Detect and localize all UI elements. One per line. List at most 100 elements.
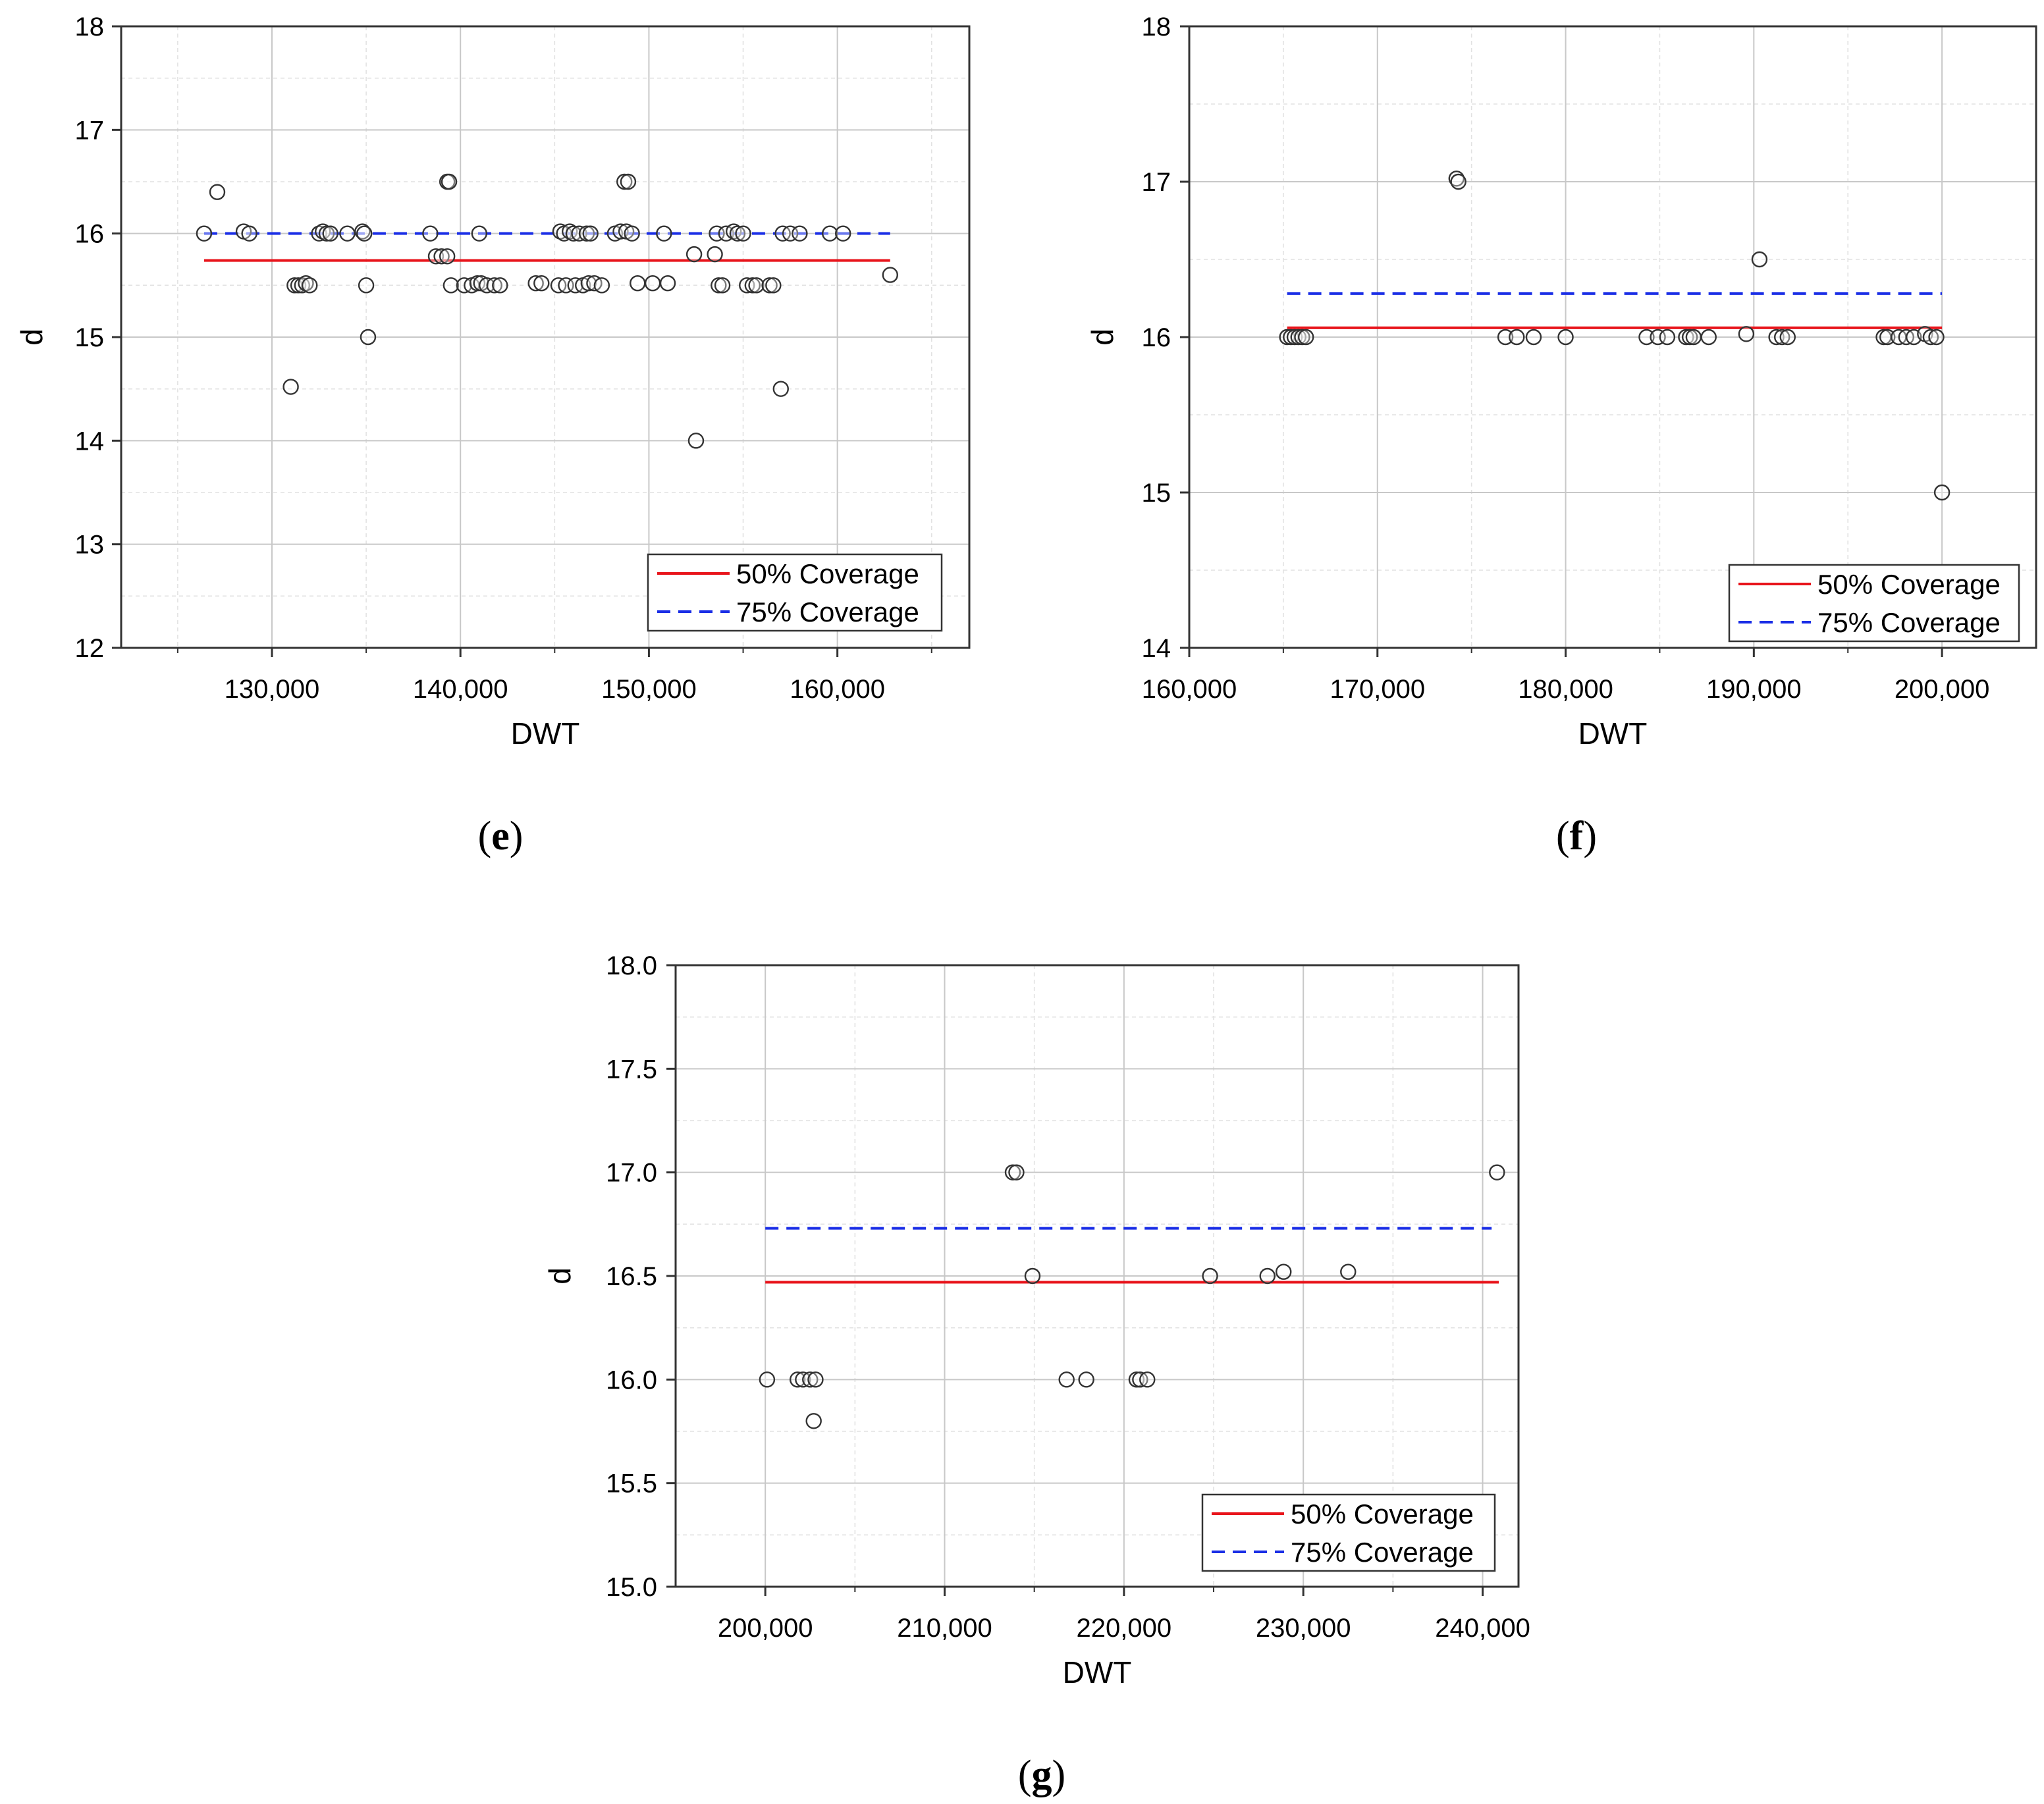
data-point: [1058, 1371, 1075, 1388]
data-point: [565, 225, 582, 242]
data-point: [441, 173, 458, 190]
data-point: [241, 225, 257, 242]
data-point: [1768, 329, 1785, 346]
data-point: [1681, 329, 1698, 346]
data-point: [1004, 1164, 1021, 1181]
data-point: [687, 433, 705, 449]
data-point: [1202, 1267, 1218, 1285]
data-point: [1276, 1263, 1292, 1280]
chart-panel-g: 200,000 210,000 220,000 230,000 240,000 15.0 1…: [543, 951, 1530, 1797]
y-tick-label: 16: [75, 220, 105, 249]
y-tick-label: 16.0: [606, 1366, 657, 1394]
y-tick-label: 18: [1142, 13, 1171, 41]
data-point: [1489, 1164, 1505, 1181]
data-point: [659, 275, 676, 292]
y-tick-label: 17.0: [606, 1159, 657, 1188]
data-point: [1879, 329, 1896, 346]
legend-box: [647, 553, 943, 632]
legend-label: 50% Coverage: [1291, 1499, 1474, 1529]
data-point: [882, 267, 898, 283]
data-point: [707, 246, 723, 263]
data-point: [620, 173, 637, 190]
panel-label: (f): [1556, 814, 1597, 859]
data-point: [471, 225, 488, 242]
data-point: [644, 275, 661, 292]
data-point: [533, 275, 550, 292]
y-tick-label: 18: [75, 13, 105, 41]
chart-panel-f: 160,000 170,000 180,000 190,000 200,000 14 15 1…: [1085, 13, 2037, 859]
data-point: [427, 248, 444, 265]
data-point: [686, 246, 703, 263]
data-point: [322, 225, 338, 242]
data-point: [302, 277, 318, 294]
data-point: [1685, 329, 1702, 346]
data-point: [807, 1371, 824, 1388]
y-tick-label: 16.5: [606, 1262, 657, 1291]
legend-label: 75% Coverage: [1291, 1537, 1474, 1568]
legend-box: [1201, 1493, 1496, 1572]
data-point: [1497, 329, 1514, 346]
data-point: [1700, 329, 1717, 346]
data-point: [792, 225, 808, 242]
panel-label: (e): [478, 814, 524, 859]
x-axis-label: DWT: [1063, 1655, 1132, 1689]
x-tick-label: 180,000: [1518, 675, 1613, 704]
data-point: [1773, 329, 1790, 346]
data-point: [630, 275, 646, 292]
data-point: [1008, 1164, 1025, 1181]
data-point: [1340, 1263, 1357, 1280]
data-point: [1078, 1371, 1094, 1388]
y-tick-label: 17: [1142, 168, 1171, 197]
data-point: [339, 225, 356, 242]
data-point: [656, 225, 672, 242]
data-point: [582, 225, 599, 242]
data-point: [1933, 484, 1950, 501]
y-tick-label: 14: [1142, 634, 1171, 663]
data-point: [765, 277, 782, 294]
data-point: [744, 277, 761, 294]
data-point: [1638, 329, 1655, 346]
data-point: [761, 277, 778, 294]
data-point: [714, 277, 731, 294]
y-axis-label: d: [543, 1267, 577, 1285]
data-point: [735, 225, 751, 242]
y-axis-label: d: [14, 329, 49, 346]
data-point: [580, 275, 597, 292]
data-point: [469, 275, 486, 292]
data-point: [1922, 329, 1939, 346]
legend-label: 75% Coverage: [1817, 607, 2001, 638]
data-point: [821, 225, 838, 242]
y-tick-label: 18.0: [606, 951, 657, 980]
y-axis-label: d: [1085, 329, 1119, 346]
y-tick-label: 15: [1142, 479, 1171, 508]
x-tick-label: 150,000: [601, 675, 697, 704]
data-point: [422, 225, 439, 242]
data-point: [759, 1371, 776, 1388]
x-tick-label: 160,000: [1142, 675, 1237, 704]
y-tick-label: 17: [75, 116, 105, 145]
data-point: [711, 277, 727, 294]
x-tick-label: 140,000: [413, 675, 508, 704]
y-tick-label: 16: [1142, 323, 1171, 352]
data-point: [1659, 329, 1676, 346]
data-point: [1139, 1371, 1156, 1388]
data-point: [433, 248, 450, 265]
x-axis-label: DWT: [511, 716, 580, 751]
data-point: [486, 277, 502, 294]
data-point: [624, 225, 640, 242]
data-point: [196, 225, 213, 242]
data-point: [802, 1371, 819, 1388]
x-tick-label: 200,000: [718, 1614, 813, 1643]
data-point: [1294, 329, 1310, 346]
data-point: [358, 277, 375, 294]
data-point: [492, 277, 508, 294]
y-tick-label: 15: [75, 323, 105, 352]
legend-label: 50% Coverage: [736, 558, 919, 589]
data-point: [443, 277, 460, 294]
y-tick-label: 15.5: [606, 1470, 657, 1499]
data-point: [1509, 329, 1525, 346]
data-point: [439, 248, 456, 265]
y-tick-label: 14: [75, 427, 105, 456]
data-point: [1259, 1267, 1276, 1285]
y-tick-label: 13: [75, 531, 105, 560]
